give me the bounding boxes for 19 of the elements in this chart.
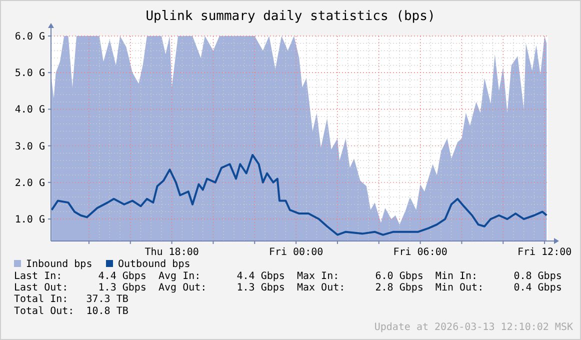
text: Last Out: 1.3 Gbps Avg Out: 1.3 Gbps Max Out: 2.8 Gbps Min Out: 0.4 Gbps xyxy=(14,282,562,294)
legend-label: Outbound bps xyxy=(118,259,190,270)
text: Total In: 37.3 TB xyxy=(14,294,128,306)
x-tick-label: Thu 18:00 xyxy=(144,247,199,258)
y-tick-label: 3.0 G xyxy=(14,141,45,152)
text: Update at 2026-03-13 12:10:02 MSK xyxy=(374,322,573,333)
y-tick-label: 6.0 G xyxy=(14,32,45,42)
legend-label: Inbound bps xyxy=(26,259,92,270)
y-tick-label: 5.0 G xyxy=(14,68,45,80)
y-tick-label: 2.0 G xyxy=(14,178,45,189)
line-series xyxy=(50,154,548,236)
text: Last In: 4.4 Gbps Avg In: 4.4 Gbps Max In: 6.0 Gbps Min In: 0.8 Gbps xyxy=(14,271,562,282)
x-tick-label: Fri 00:00 xyxy=(268,247,324,258)
chart-title: Uplink summary daily statistics (bps) xyxy=(146,9,436,24)
x-tick-label: Fri 12:00 xyxy=(517,247,572,258)
text: Total Out: 10.8 TB xyxy=(14,306,128,317)
x-tick-label: Fri 06:00 xyxy=(393,247,448,258)
y-tick-label: 4.0 G xyxy=(14,104,45,116)
y-tick-label: 1.0 G xyxy=(14,214,45,226)
